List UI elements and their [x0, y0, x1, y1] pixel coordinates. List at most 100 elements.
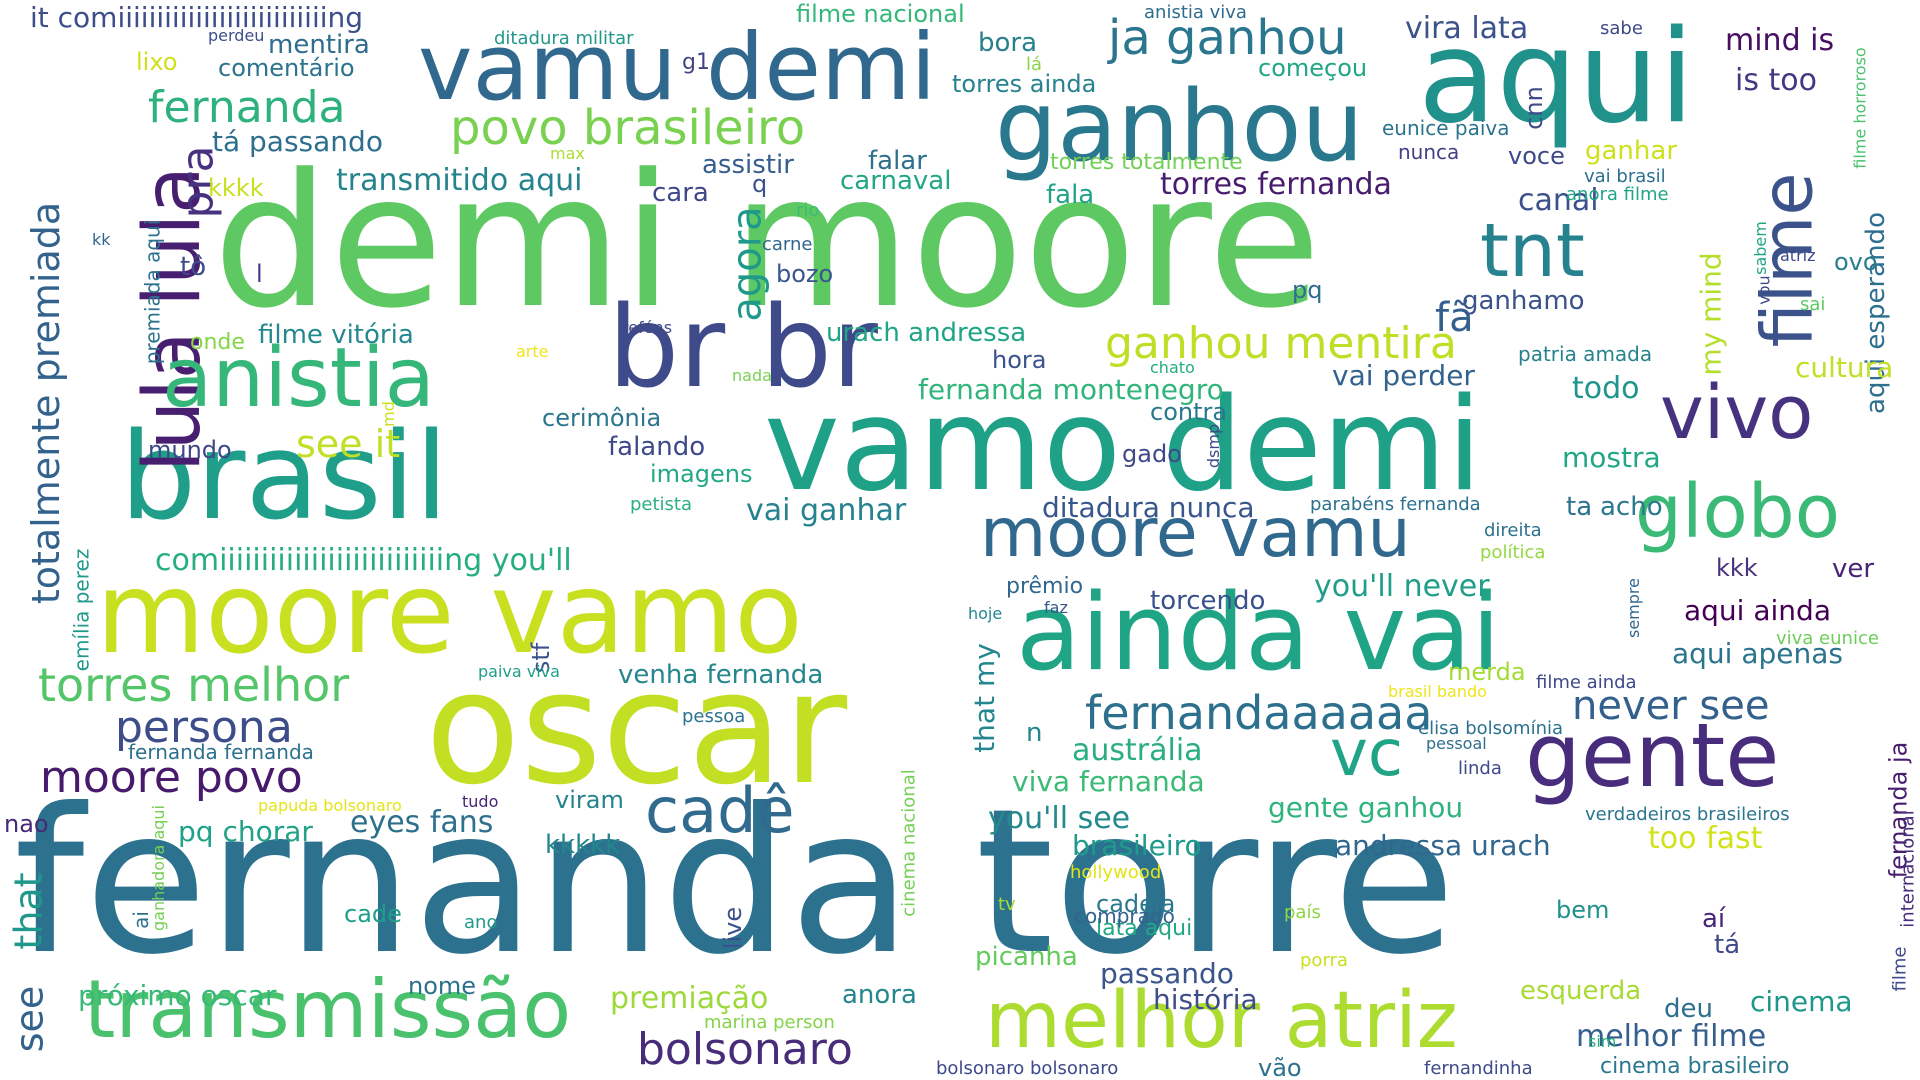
cloud-word: fernandinha [1424, 1058, 1533, 1079]
cloud-word: md [378, 401, 398, 427]
cloud-word: ganhou [995, 70, 1364, 184]
cloud-word: andressa urach [1335, 829, 1551, 862]
cloud-word: oscar [425, 637, 848, 819]
cloud-word: filme horroroso [1850, 47, 1870, 169]
cloud-word: ver [1832, 554, 1875, 584]
cloud-word: hora [992, 346, 1047, 374]
cloud-word: is too [1735, 63, 1817, 98]
cloud-word: marina person [704, 1012, 835, 1033]
cloud-word: internacional [1897, 810, 1919, 928]
cloud-word: ditadura militar [494, 28, 634, 49]
cloud-word: direita [1484, 520, 1542, 541]
cloud-word: aqui [1418, 3, 1695, 152]
cloud-word: política [1480, 542, 1546, 563]
cloud-word: you'll never [1314, 569, 1490, 604]
cloud-word: faz [1044, 598, 1068, 617]
cloud-word: cara [652, 178, 709, 208]
cloud-word: max [550, 144, 585, 163]
cloud-word: lá [1026, 54, 1043, 75]
cloud-word: austrália [1072, 733, 1203, 768]
cloud-word: aqui ainda [1684, 594, 1831, 627]
cloud-word: pessoa [682, 706, 746, 727]
cloud-word: porra [1300, 950, 1348, 971]
cloud-word: sabem [1750, 221, 1770, 275]
cloud-word: l [256, 260, 263, 288]
cloud-word: cadê [645, 774, 795, 847]
cloud-word: ganhamo [1462, 286, 1585, 316]
cloud-word: lixo [136, 48, 178, 76]
cloud-word: verdadeiros brasileiros [1585, 804, 1790, 825]
cloud-word: torres fernanda [1160, 167, 1392, 202]
cloud-word: that my [967, 643, 1001, 753]
cloud-word: pessoal [1426, 734, 1487, 753]
cloud-word: chato [1150, 358, 1195, 377]
cloud-word: kkk [1716, 554, 1758, 582]
cloud-word: bozo [776, 260, 834, 288]
cloud-word: dsmp [1204, 423, 1224, 469]
cloud-word: vou [1754, 275, 1774, 305]
cloud-word: anistia [162, 331, 435, 426]
cloud-word: arte [516, 342, 549, 361]
cloud-word: contra [1150, 398, 1228, 426]
cloud-word: fernanda [148, 82, 346, 133]
cloud-word: fala [1046, 180, 1095, 210]
cloud-word: live [719, 906, 748, 950]
cloud-word: aí [1702, 904, 1726, 934]
cloud-word: tô [180, 252, 207, 282]
cloud-word: bolsonaro [637, 1024, 853, 1075]
cloud-word: brasileiro [1072, 829, 1202, 862]
cloud-word: bem [1556, 896, 1610, 924]
cloud-word: g1 [682, 50, 710, 75]
cloud-word: merda [1448, 658, 1526, 686]
cloud-word: país [1284, 902, 1321, 923]
cloud-word: see [7, 985, 52, 1053]
cloud-word: nunca [1398, 140, 1460, 164]
cloud-word: totalmente premiada [24, 201, 69, 605]
cloud-word: q [752, 170, 768, 198]
cloud-word: vão [1258, 1054, 1302, 1080]
cloud-word: br br [608, 283, 878, 413]
cloud-word: vivo [1660, 370, 1814, 456]
cloud-word: fernanda torre [14, 766, 1456, 999]
cloud-word: vc [1330, 717, 1404, 791]
cloud-word: torres melhor [38, 658, 350, 712]
cloud-word: anora [842, 980, 917, 1010]
cloud-word: persona [115, 702, 293, 753]
cloud-word: voce [1508, 142, 1565, 170]
cloud-word: gado [1122, 440, 1182, 468]
cloud-word: parabéns fernanda [1310, 494, 1481, 515]
cloud-word: patria amada [1518, 342, 1653, 366]
cloud-word: premiada aqui [140, 219, 165, 365]
cloud-word: prêmio [1006, 574, 1084, 599]
cloud-word: ano [464, 912, 498, 933]
cloud-word: comiiiiiiiiiiiiiiiiiiiiiiiiiiing you'll [155, 543, 572, 578]
cloud-word: carnaval [840, 166, 952, 196]
cloud-word: moore vamo [96, 549, 803, 679]
cloud-word: transmitido aqui [336, 163, 583, 198]
cloud-word: viva fernanda [1012, 765, 1205, 798]
cloud-word: filme vitória [258, 320, 414, 350]
cloud-word: cerimônia [542, 404, 662, 432]
cloud-word: reféns [622, 318, 673, 337]
cloud-word: brasil [120, 408, 449, 547]
cloud-word: globo [1635, 469, 1841, 555]
cloud-word: eyes fans [350, 805, 494, 840]
cloud-word: fernanda montenegro [918, 373, 1224, 406]
cloud-word: gente [1525, 704, 1780, 807]
cloud-word: mentira [268, 30, 370, 60]
cloud-word: torcendo [1150, 586, 1266, 616]
cloud-word: nao [4, 810, 49, 838]
cloud-word: povo brasileiro [450, 100, 806, 156]
cloud-word: n [1026, 718, 1043, 748]
cloud-word: ditadura nunca [1042, 491, 1255, 524]
cloud-word: ganhadora aqui [149, 804, 169, 932]
cloud-word: perdeu [208, 26, 265, 45]
cloud-word: acho [1600, 492, 1663, 522]
cloud-word: viva eunice [1776, 628, 1879, 649]
cloud-word: onde [190, 330, 245, 355]
cloud-word: venha fernanda [618, 660, 824, 690]
cloud-word: cinema [1750, 985, 1853, 1018]
cloud-word: bolsonaro bolsonaro [936, 1058, 1119, 1079]
cloud-word: melhor atriz [985, 976, 1458, 1066]
